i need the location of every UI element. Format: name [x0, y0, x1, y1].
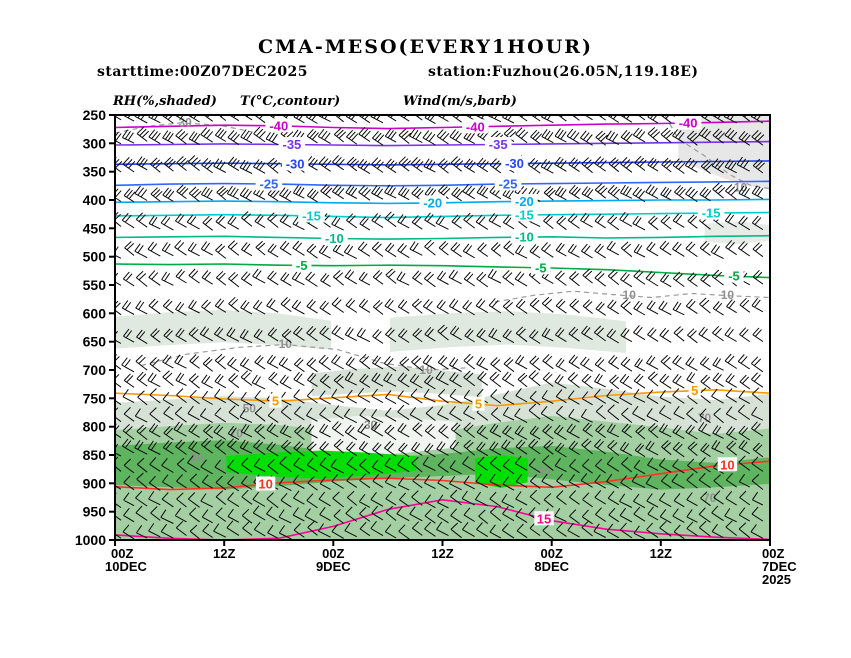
svg-text:800: 800	[83, 419, 107, 435]
contour-label-layer: -40 -40 -40-35 -35-30 -30-25 -25-20 -20-15 -15-…	[255, 115, 744, 526]
svg-text:350: 350	[83, 164, 107, 180]
svg-text:-40: -40	[679, 115, 698, 130]
svg-text:10: 10	[623, 288, 637, 302]
rh-contour-layer	[115, 115, 770, 371]
svg-text:00Z: 00Z	[111, 546, 133, 561]
svg-text:650: 650	[83, 334, 107, 350]
svg-text:-20: -20	[423, 195, 442, 210]
svg-text:-15: -15	[302, 209, 321, 224]
svg-text:600: 600	[83, 305, 107, 321]
svg-text:7DEC: 7DEC	[762, 559, 797, 574]
svg-text:-20: -20	[515, 194, 534, 209]
svg-text:00Z: 00Z	[322, 546, 344, 561]
svg-text:-5: -5	[728, 269, 740, 284]
svg-text:15: 15	[537, 511, 551, 526]
legend-wind-label: Wind(m/s,barb)	[403, 94, 517, 109]
svg-text:-40: -40	[269, 118, 288, 133]
svg-text:-5: -5	[296, 258, 308, 273]
svg-text:950: 950	[83, 504, 107, 520]
svg-text:-30: -30	[286, 156, 305, 171]
svg-text:-10: -10	[515, 230, 534, 245]
wind-barb-layer	[115, 115, 766, 540]
svg-text:300: 300	[83, 135, 107, 151]
svg-text:9DEC: 9DEC	[316, 559, 351, 574]
svg-text:-15: -15	[515, 208, 534, 223]
legend-temperature-label: T(°C,contour)	[240, 94, 341, 109]
svg-text:-35: -35	[489, 137, 508, 152]
svg-text:70: 70	[703, 491, 717, 505]
rh-shading-layer	[115, 116, 770, 540]
svg-text:-30: -30	[505, 156, 524, 171]
svg-text:1000: 1000	[75, 532, 106, 548]
svg-text:900: 900	[83, 475, 107, 491]
temp-contour-layer	[115, 120, 770, 540]
svg-text:-25: -25	[260, 177, 279, 192]
svg-text:5: 5	[272, 394, 279, 409]
svg-text:12Z: 12Z	[431, 546, 453, 561]
svg-text:-5: -5	[535, 260, 547, 275]
svg-text:850: 850	[83, 447, 107, 463]
svg-text:500: 500	[83, 249, 107, 265]
svg-text:-40: -40	[466, 119, 485, 134]
svg-text:8DEC: 8DEC	[534, 559, 569, 574]
svg-text:-10: -10	[325, 231, 344, 246]
svg-text:750: 750	[83, 390, 107, 406]
svg-text:700: 700	[83, 362, 107, 378]
svg-text:10: 10	[258, 477, 272, 492]
svg-text:-35: -35	[283, 137, 302, 152]
station-label: station:Fuzhou(26.05N,119.18E)	[428, 64, 699, 80]
svg-text:10: 10	[720, 457, 734, 472]
svg-text:250: 250	[83, 107, 107, 123]
svg-text:00Z: 00Z	[762, 546, 784, 561]
svg-text:-15: -15	[702, 206, 721, 221]
legend-rh-label: RH(%,shaded)	[113, 94, 217, 109]
svg-text:550: 550	[83, 277, 107, 293]
svg-text:30: 30	[178, 115, 192, 129]
svg-text:10DEC: 10DEC	[105, 559, 148, 574]
svg-text:5: 5	[691, 383, 698, 398]
svg-text:2025: 2025	[762, 572, 791, 587]
svg-text:90: 90	[190, 451, 204, 465]
svg-text:450: 450	[83, 220, 107, 236]
svg-text:10: 10	[734, 181, 748, 195]
svg-text:00Z: 00Z	[540, 546, 562, 561]
axis-layer: 2503003504004505005506006507007508008509…	[75, 107, 797, 587]
svg-text:50: 50	[537, 464, 551, 478]
page-title: CMA-MESO(EVERY1HOUR)	[257, 36, 594, 58]
starttime-label: starttime:00Z07DEC2025	[97, 64, 309, 80]
svg-text:50: 50	[243, 402, 257, 416]
svg-text:10: 10	[279, 337, 293, 351]
svg-text:-25: -25	[499, 177, 518, 192]
svg-text:5: 5	[475, 397, 482, 412]
svg-text:30: 30	[364, 418, 378, 432]
svg-text:10: 10	[721, 288, 735, 302]
svg-text:12Z: 12Z	[213, 546, 235, 561]
svg-text:12Z: 12Z	[650, 546, 672, 561]
svg-text:400: 400	[83, 192, 107, 208]
svg-text:70: 70	[230, 427, 244, 441]
